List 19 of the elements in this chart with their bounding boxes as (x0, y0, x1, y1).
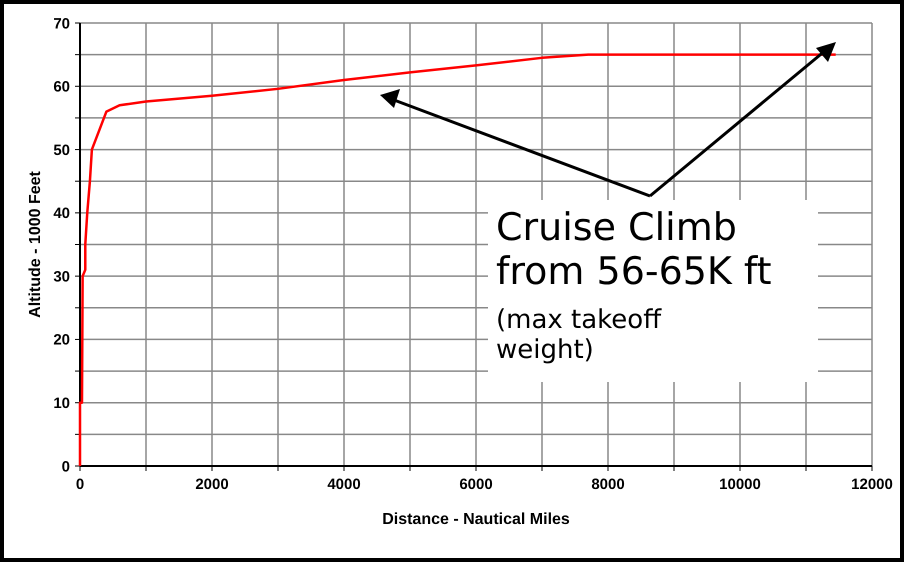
y-tick-label: 70 (53, 15, 70, 32)
y-axis-title: Altitude - 1000 Feet (27, 170, 44, 318)
x-tick-label: 12000 (851, 476, 893, 493)
annotation: Cruise Climb from 56-65K ft (496, 205, 772, 293)
x-tick-label: 0 (76, 476, 84, 493)
x-tick-label: 8000 (591, 476, 625, 493)
y-tick-label: 50 (53, 142, 70, 159)
x-tick-label: 2000 (195, 476, 229, 493)
x-tick-label: 6000 (459, 476, 493, 493)
y-tick-label: 60 (53, 78, 70, 96)
annotation: (max takeoff weight) (496, 305, 662, 365)
y-tick-label: 0 (62, 458, 70, 476)
y-tick-label: 20 (53, 332, 70, 349)
x-axis-title: Distance - Nautical Miles (382, 511, 570, 528)
x-tick-label: 4000 (327, 476, 361, 493)
x-tick-label: 10000 (719, 476, 761, 493)
y-tick-label: 40 (53, 205, 70, 222)
y-tick-label: 30 (53, 268, 70, 286)
y-tick-label: 10 (53, 394, 70, 412)
